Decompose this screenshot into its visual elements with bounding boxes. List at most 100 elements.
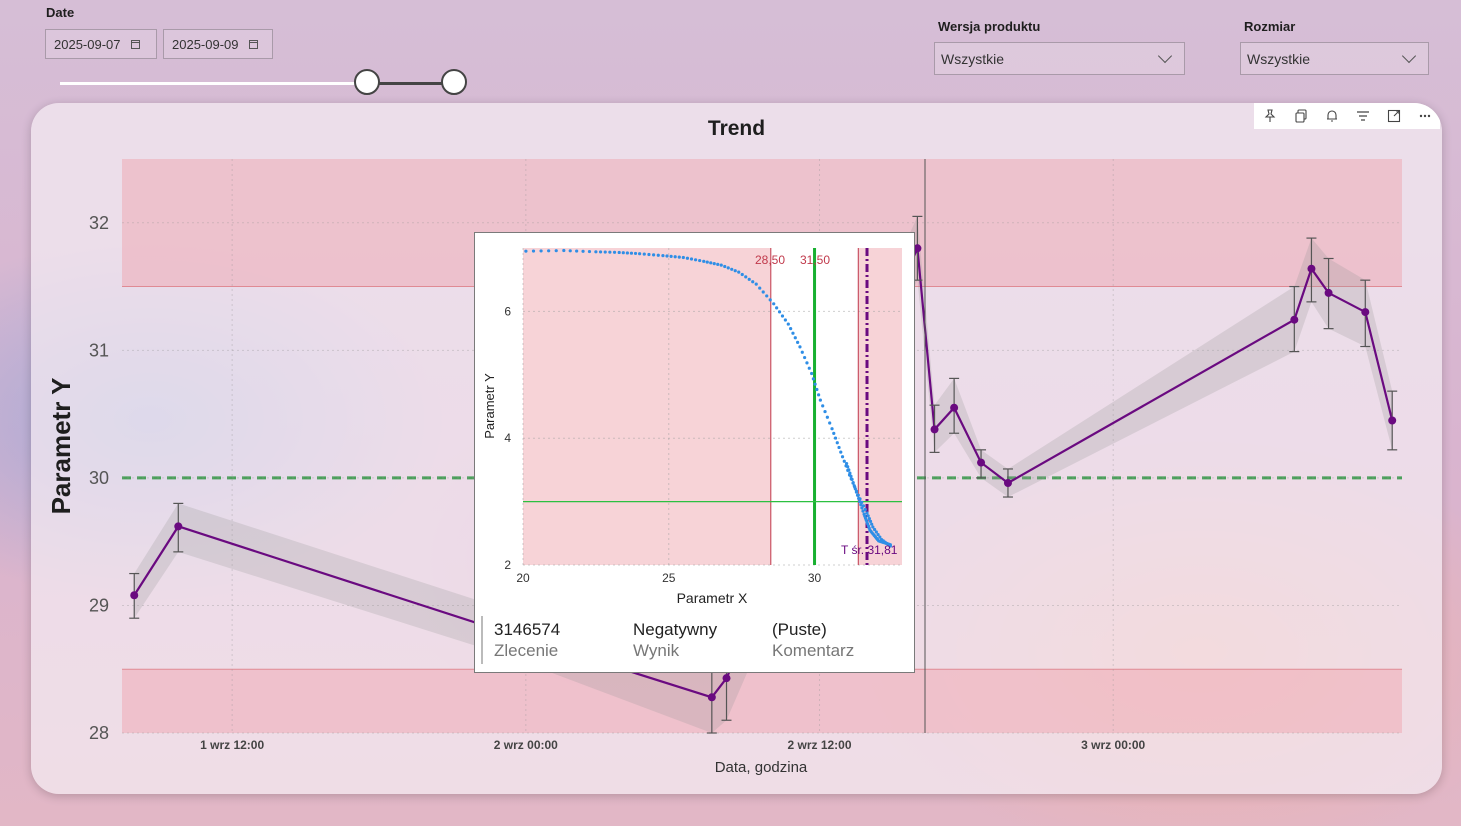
tooltip-comment-value: (Puste) (772, 620, 827, 639)
scatter-point (803, 355, 807, 360)
scatter-point (726, 266, 730, 270)
y-tick-label: 29 (89, 595, 109, 615)
scatter-point (888, 543, 892, 547)
scatter-point (719, 263, 723, 267)
scatter-x-axis-title: Parametr X (677, 590, 748, 606)
date-start-value: 2025-09-07 (54, 36, 121, 52)
scatter-point (835, 441, 839, 445)
data-point (930, 425, 939, 434)
below-lsl-region (523, 248, 771, 565)
scatter-point (768, 298, 772, 302)
scatter-point (598, 250, 603, 254)
x-tick-label: 1 wrz 12:00 (200, 738, 264, 752)
data-point (1388, 416, 1397, 425)
scatter-point (765, 294, 769, 298)
scatter-point (702, 259, 706, 263)
data-point (977, 458, 986, 467)
tooltip-result-value: Negatywny (633, 620, 718, 639)
y-tick-label: 32 (89, 213, 109, 233)
scatter-point (751, 280, 755, 284)
scatter-point (737, 270, 741, 274)
calendar-icon[interactable] (248, 39, 258, 49)
scatter-point (817, 393, 821, 397)
date-slider-range (368, 82, 455, 85)
scatter-point (852, 484, 856, 488)
scatter-point (633, 251, 638, 256)
more-icon[interactable] (1409, 103, 1440, 129)
scatter-point (859, 503, 863, 507)
pin-icon[interactable] (1254, 103, 1285, 129)
scatter-point (798, 345, 802, 349)
scatter-point (865, 511, 869, 515)
scatter-point (673, 255, 677, 259)
scatter-point (730, 267, 734, 271)
scatter-point (845, 461, 849, 466)
scatter-y-tick-label: 4 (504, 431, 511, 445)
scatter-point (775, 306, 779, 310)
scatter-point (531, 249, 536, 253)
scatter-point (791, 331, 795, 335)
y-axis-title: Parametr Y (46, 378, 76, 515)
scatter-point (868, 519, 873, 523)
y-tick-label: 31 (89, 340, 109, 360)
date-end-input[interactable]: 2025-09-09 (163, 29, 273, 59)
scatter-point (861, 509, 865, 513)
scatter-point (780, 314, 785, 318)
filter-icon[interactable] (1347, 103, 1378, 129)
copy-icon[interactable] (1285, 103, 1316, 129)
scatter-point (805, 361, 809, 365)
scatter-point (625, 251, 629, 255)
scatter-point (744, 275, 748, 279)
scatter-point (712, 261, 716, 266)
tooltip-order-label: Zlecenie (494, 641, 559, 660)
scatter-point (796, 340, 800, 344)
scatter-point (874, 530, 878, 534)
scatter-point (815, 387, 819, 392)
scatter-point (854, 490, 859, 494)
scatter-point (851, 480, 855, 485)
expand-icon[interactable] (1378, 103, 1409, 129)
scatter-point (878, 535, 882, 539)
scatter-point (669, 254, 673, 258)
scatter-point (860, 506, 864, 510)
scatter-point (554, 249, 558, 253)
mean-label: T śr. 31,81 (841, 543, 898, 557)
scatter-point (867, 516, 871, 521)
scatter-point (568, 249, 572, 253)
scatter-point (818, 398, 822, 402)
scatter-point (849, 474, 853, 478)
scatter-point (825, 415, 829, 419)
data-point (174, 522, 183, 531)
tooltip-details: 3146574 Zlecenie Negatywny Wynik (Puste)… (481, 616, 908, 664)
size-dropdown[interactable]: Wszystkie (1240, 42, 1429, 75)
scatter-point (800, 350, 804, 354)
scatter-point (855, 493, 860, 497)
scatter-point (828, 421, 832, 425)
scatter-point (524, 249, 528, 253)
scatter-point (793, 336, 797, 340)
date-slider-track[interactable] (60, 82, 455, 85)
date-slider-start-handle[interactable] (354, 69, 380, 95)
scatter-y-axis-title: Parametr Y (482, 373, 497, 439)
scatter-x-tick-label: 20 (516, 571, 530, 585)
data-point (950, 403, 959, 412)
scatter-point (789, 327, 793, 331)
bell-icon[interactable] (1316, 103, 1347, 129)
scatter-point (581, 249, 585, 253)
date-start-input[interactable]: 2025-09-07 (45, 29, 157, 59)
scatter-point (709, 261, 713, 265)
scatter-point (810, 371, 814, 376)
scatter-point (642, 252, 646, 256)
scatter-x-tick-label: 30 (808, 571, 822, 585)
scatter-x-tick-label: 25 (662, 571, 676, 585)
calendar-icon[interactable] (130, 39, 140, 49)
scatter-point (811, 377, 815, 381)
scatter-point (698, 258, 702, 263)
scatter-point (837, 445, 841, 450)
lsl-label: 28,50 (755, 253, 785, 267)
scatter-point (754, 282, 758, 286)
size-dropdown-value: Wszystkie (1247, 50, 1310, 67)
version-dropdown[interactable]: Wszystkie (934, 42, 1185, 75)
usl-label: 31,50 (800, 253, 830, 267)
date-slider-end-handle[interactable] (441, 69, 467, 95)
